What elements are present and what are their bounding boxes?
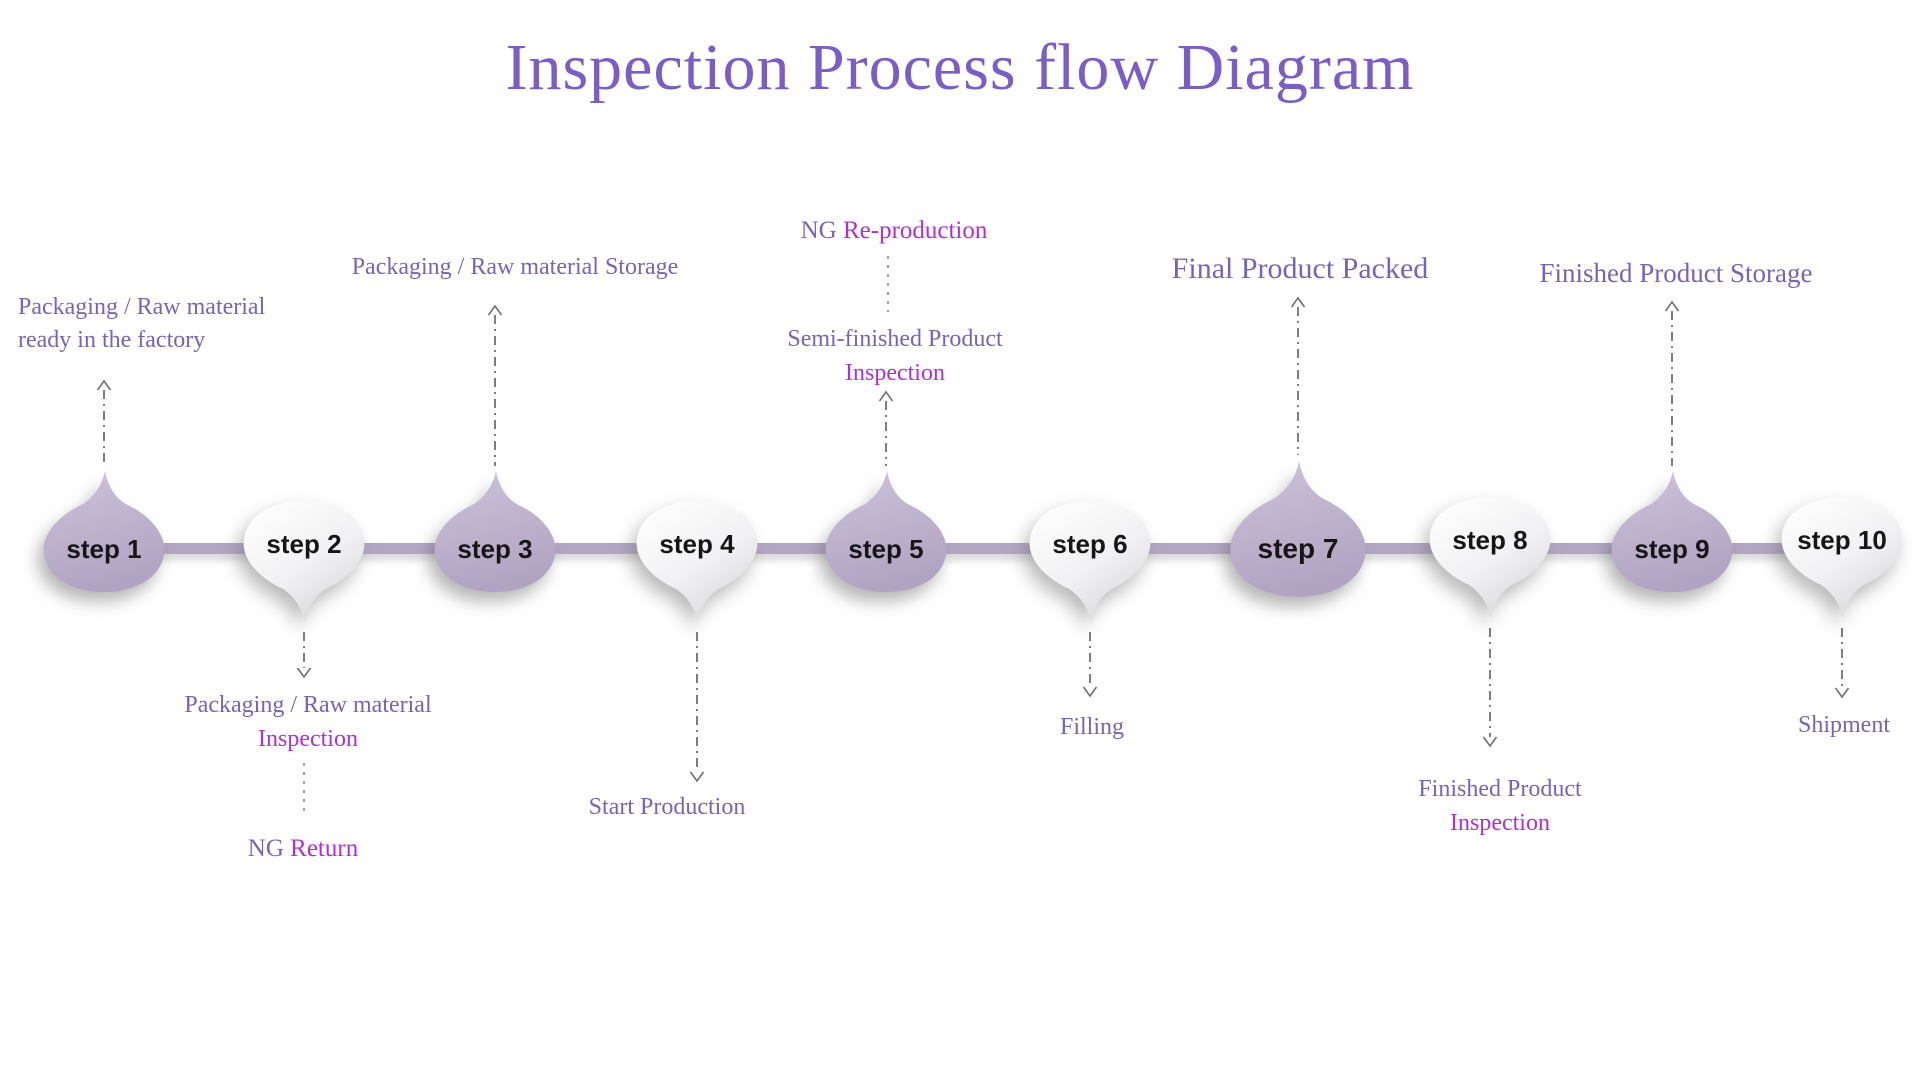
annotation-line: Filling [792, 710, 1392, 744]
arrow-down-icon [1834, 628, 1850, 699]
annotation-text: Re-production [842, 217, 988, 244]
dashed-connector [887, 256, 889, 312]
step-bubble-2 [243, 501, 365, 622]
arrow-up-icon [1290, 296, 1306, 455]
step-bubble-4 [636, 501, 758, 622]
annotation-text: Final Product Packed [1171, 252, 1429, 285]
annotation-text: Packaging / Raw material [184, 692, 432, 718]
timeline-connector [100, 543, 1845, 554]
annotation-line: Packaging / Raw material [18, 291, 265, 324]
step-label-4: step 4 [659, 529, 735, 559]
ng-annotation-step-2: NG Return [3, 831, 603, 866]
step-label-6: step 6 [1052, 529, 1128, 559]
annotation-line: Start Production [367, 790, 967, 824]
annotation-step-4: Start Production [367, 790, 967, 824]
annotation-line: Shipment [1544, 708, 1920, 742]
annotation-text: ready in the factory [18, 327, 206, 353]
annotation-line: NG Return [3, 831, 603, 866]
annotation-step-8: Finished Product Inspection [1200, 772, 1800, 840]
annotation-text: Inspection [1450, 810, 1550, 836]
step-label-1: step 1 [66, 534, 142, 564]
arrow-up-icon [96, 379, 112, 466]
arrow-down-icon [1082, 632, 1098, 698]
step-label-10: step 10 [1797, 525, 1887, 555]
annotation-text: Shipment [1797, 712, 1890, 738]
annotation-text: Finished Product Storage [1539, 258, 1813, 288]
step-bubble-8 [1429, 497, 1551, 618]
annotation-step-2: Packaging / Raw material Inspection [8, 688, 608, 756]
annotation-text: Inspection [845, 360, 945, 386]
ng-annotation-step-5: NG Re-production [594, 213, 1194, 248]
dashed-connector [303, 763, 305, 817]
annotation-line: NG Re-production [594, 213, 1194, 248]
annotation-step-9: Finished Product Storage [1376, 254, 1920, 292]
annotation-step-1: Packaging / Raw material ready in the fac… [18, 291, 265, 357]
step-label-2: step 2 [266, 529, 342, 559]
step-bubble-5 [825, 471, 947, 592]
annotation-line: Finished Product [1200, 772, 1800, 806]
arrow-up-icon [487, 304, 503, 466]
annotation-text: Filling [1059, 714, 1125, 740]
arrow-down-icon [689, 632, 705, 783]
step-bubble-1 [43, 471, 165, 592]
step-bubble-3 [434, 471, 556, 592]
annotation-line: Semi-finished Product [595, 322, 1195, 356]
annotation-step-10: Shipment [1544, 708, 1920, 742]
annotation-step-3: Packaging / Raw material Storage [215, 250, 815, 284]
step-label-5: step 5 [848, 534, 924, 564]
page-title: Inspection Process flow Diagram [505, 31, 1415, 104]
annotation-text: Return [290, 835, 359, 862]
annotation-text: Semi-finished Product [787, 326, 1003, 352]
step-label-3: step 3 [457, 534, 533, 564]
annotation-text: Finished Product [1418, 776, 1582, 802]
annotation-line: Inspection [1200, 806, 1800, 840]
annotation-step-6: Filling [792, 710, 1392, 744]
annotation-text: NG [800, 217, 843, 244]
step-bubble-6 [1029, 501, 1151, 622]
annotation-line: Packaging / Raw material [8, 688, 608, 722]
annotation-line: ready in the factory [18, 324, 265, 357]
arrow-down-icon [296, 632, 312, 679]
annotation-step-7: Final Product Packed [1000, 248, 1600, 290]
arrow-up-icon [1664, 300, 1680, 466]
arrow-down-icon [1482, 628, 1498, 748]
step-bubble-9 [1611, 471, 1733, 592]
annotation-text: Start Production [588, 794, 746, 820]
annotation-line: Packaging / Raw material Storage [215, 250, 815, 284]
annotation-text: Packaging / Raw material [18, 294, 266, 320]
annotation-text: Inspection [258, 726, 358, 752]
step-bubble-7 [1230, 461, 1366, 597]
annotation-text: Packaging / Raw material Storage [351, 254, 679, 280]
annotation-text: NG [247, 835, 291, 862]
step-label-8: step 8 [1452, 525, 1528, 555]
arrow-up-icon [878, 390, 894, 466]
annotation-line: Inspection [8, 722, 608, 756]
step-label-9: step 9 [1634, 534, 1710, 564]
annotation-step-5: Semi-finished Product Inspection [595, 322, 1195, 390]
annotation-line: Final Product Packed [1000, 248, 1600, 290]
step-label-7: step 7 [1257, 532, 1339, 564]
step-bubble-10 [1781, 497, 1903, 618]
annotation-line: Finished Product Storage [1376, 254, 1920, 292]
annotation-line: Inspection [595, 356, 1195, 390]
